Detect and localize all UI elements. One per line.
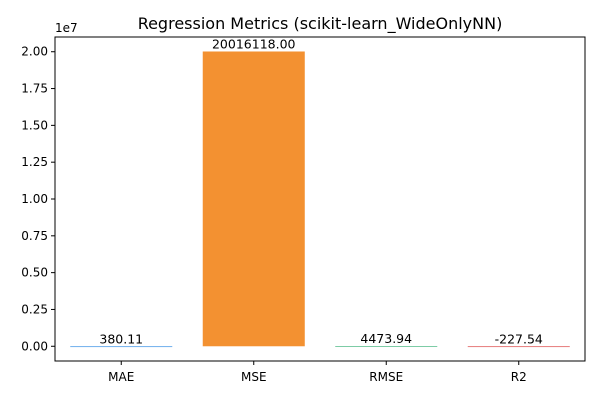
y-tick-label: 2.00 [21,45,48,59]
chart-title: Regression Metrics (scikit-learn_WideOnl… [138,14,503,34]
bar-mse [202,51,305,347]
y-tick-label: 1.75 [21,82,48,96]
y-tick-label: 0.50 [21,266,48,280]
y-axis: 0.00 0.25 0.50 0.75 1.00 1.25 1.50 1.75 2.00 [21,45,55,353]
x-tick-label: MAE [108,370,134,384]
plot-frame [54,36,586,362]
y-offset-label: 1e7 [55,21,78,35]
y-tick-label: 1.25 [21,155,48,169]
bars-group [70,51,570,348]
x-tick-label: RMSE [369,370,403,384]
y-tick-label: 0.25 [21,302,48,316]
data-labels-group: 380.11 20016118.00 4473.94 -227.54 [99,36,543,346]
y-tick-label: 0.75 [21,229,48,243]
y-tick-label: 1.00 [21,192,48,206]
x-tick-label: R2 [511,370,527,384]
data-label-rmse: 4473.94 [360,331,412,346]
data-label-mae: 380.11 [99,331,143,346]
x-tick-label: MSE [241,370,267,384]
y-tick-label: 0.00 [21,339,48,353]
x-axis: MAE MSE RMSE R2 [108,361,527,384]
data-label-r2: -227.54 [495,331,543,346]
bar-mae [70,346,173,348]
data-label-mse: 20016118.00 [212,36,296,51]
bar-r2 [467,346,570,348]
y-tick-label: 1.50 [21,118,48,132]
bar-rmse [335,346,438,348]
